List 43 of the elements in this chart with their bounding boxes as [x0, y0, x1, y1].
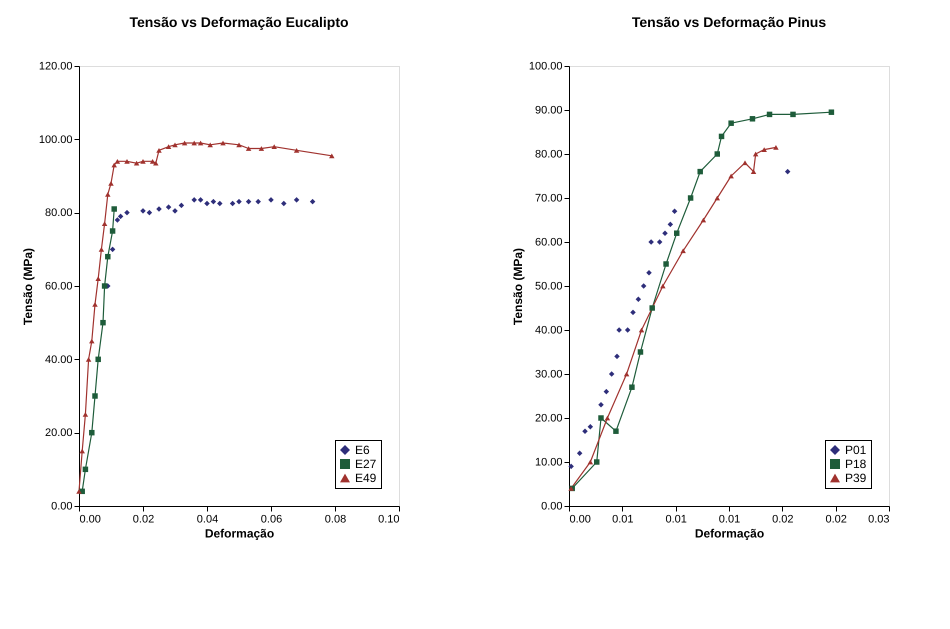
y-tick-label: 70.00	[534, 192, 562, 204]
x-tick-label: 0.02	[772, 514, 794, 526]
x-axis-title: Deformação	[694, 526, 764, 540]
y-tick-label: 40.00	[534, 324, 562, 336]
y-tick-label: 60.00	[534, 236, 562, 248]
legend-label: P01	[845, 443, 867, 457]
x-tick-label: 0.02	[825, 514, 847, 526]
legend-label: P39	[845, 471, 867, 485]
y-tick-label: 40.00	[44, 354, 72, 366]
x-tick-label: 0.10	[378, 514, 400, 526]
chart-title: Tensão vs Deformação Pinus	[632, 14, 826, 30]
x-tick-label: 0.04	[196, 514, 218, 526]
legend-label: E6	[355, 443, 370, 457]
x-tick-label: 0.03	[868, 514, 890, 526]
y-tick-label: 20.00	[44, 427, 72, 440]
legend-label: E49	[355, 471, 377, 485]
y-tick-label: 90.00	[534, 104, 562, 116]
legend-label: E27	[355, 457, 377, 471]
y-tick-label: 0.00	[541, 500, 562, 512]
x-tick-label: 0.08	[324, 514, 346, 526]
y-tick-label: 120.00	[38, 60, 72, 72]
y-tick-label: 60.00	[44, 280, 72, 292]
y-tick-label: 50.00	[534, 280, 562, 292]
y-tick-label: 80.00	[44, 207, 72, 220]
y-tick-label: 100.00	[528, 60, 562, 72]
y-tick-label: 20.00	[534, 412, 562, 424]
x-tick-label: 0.00	[570, 514, 591, 526]
x-tick-label: 0.06	[260, 514, 282, 526]
x-tick-label: 0.00	[80, 514, 101, 526]
legend-label: P18	[845, 457, 867, 471]
y-tick-label: 0.00	[51, 500, 72, 512]
y-tick-label: 30.00	[534, 368, 562, 380]
x-tick-label: 0.01	[718, 514, 740, 526]
y-axis-title: Tensão (MPa)	[510, 248, 525, 326]
x-axis-title: Deformação	[204, 526, 274, 540]
x-tick-label: 0.02	[132, 514, 154, 526]
y-axis-title: Tensão (MPa)	[20, 248, 35, 326]
y-tick-label: 80.00	[534, 148, 562, 160]
chart-title: Tensão vs Deformação Eucalipto	[129, 14, 349, 30]
x-tick-label: 0.01	[612, 514, 634, 526]
x-tick-label: 0.01	[665, 514, 687, 526]
y-tick-label: 10.00	[534, 456, 562, 468]
y-tick-label: 100.00	[38, 134, 72, 146]
